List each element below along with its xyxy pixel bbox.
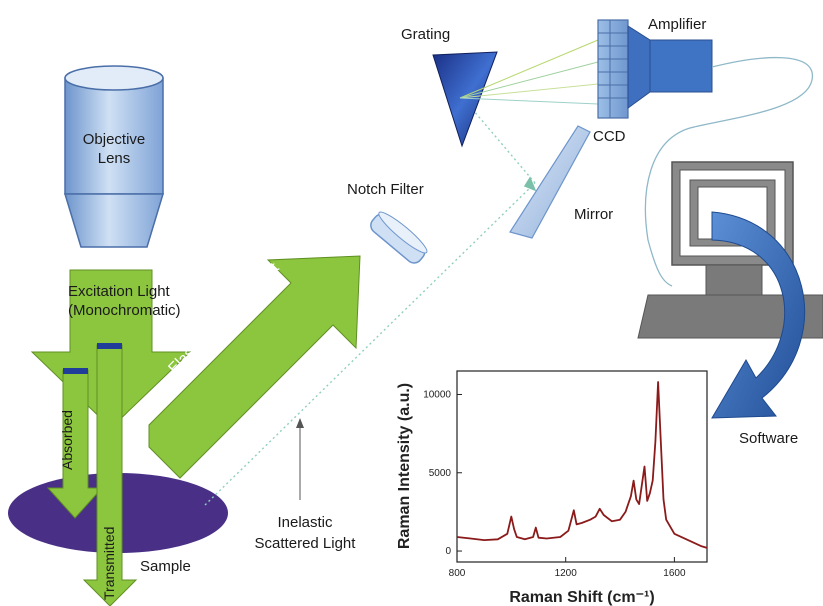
absorbed-arrow [46,368,104,519]
mirror-label: Mirror [574,206,614,223]
excitation-label-line1: Excitation Light [68,283,170,300]
software-label: Software [739,430,799,447]
y-tick-label: 5000 [429,468,452,479]
amplifier-label: Amplifier [648,16,707,33]
excitation-label: Excitation Light (Monochromatic) [68,282,181,320]
ccd-detector [597,19,629,119]
grating-label: Grating [401,26,451,43]
x-tick-label: 1200 [555,568,578,579]
objective-label: Objective Lens [64,130,164,168]
objective-lens [63,65,165,248]
raman-chart: 800 1200 1600 0 5000 10000 Raman Intensity (a… [396,370,708,606]
inelastic-label-line2: Scattered Light [254,535,356,552]
chart-xlabel: Raman Shift (cm⁻¹) [509,589,654,606]
chart-frame [456,370,708,563]
inelastic-label: Inelastic Scattered Light [245,512,365,554]
mirror [509,125,591,239]
inelastic-label-line1: Inelastic [277,514,333,531]
notch-filter-label: Notch Filter [347,181,424,198]
transmitted-arrow [82,343,138,606]
inelastic-beam [204,96,536,506]
ccd-label: CCD [593,128,626,145]
inelastic-pointer [296,418,304,500]
spectrum-line [456,381,708,549]
grating-rays [459,39,599,105]
x-tick-label: 1600 [663,568,686,579]
amplifier [627,25,713,109]
sample-label: Sample [140,558,191,575]
elastic-arrow [148,255,361,479]
transmitted-label: Transmitted [101,526,117,600]
cable [644,57,813,287]
objective-label-line1: Objective [82,131,146,148]
notch-filter [370,211,428,264]
chart-ylabel: Raman Intensity (a.u.) [396,383,413,549]
y-tick-label: 10000 [423,389,451,400]
absorbed-label: Absorbed [59,410,75,470]
y-tick-label: 0 [445,546,451,557]
x-tick-label: 800 [449,568,466,579]
software-arrow [711,211,806,419]
objective-label-line2: Lens [97,150,131,167]
excitation-label-line2: (Monochromatic) [68,302,181,319]
